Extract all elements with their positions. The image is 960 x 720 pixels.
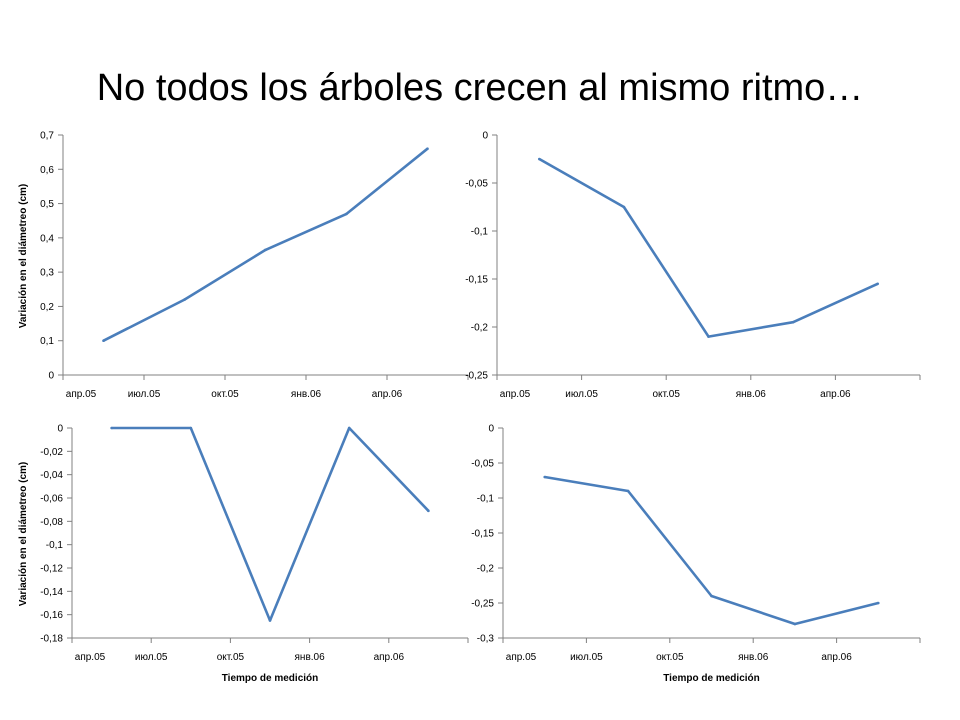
chart-4: 0 -0,05 -0,1 -0,15 -0,2 -0,25 -0,3 апр.05 июл.05…	[471, 424, 921, 684]
x-tick-label: апр.06	[820, 389, 851, 400]
y-axis-label: Variación en el diámetreo (cm)	[18, 462, 29, 607]
data-point	[543, 475, 546, 479]
series-line	[538, 157, 879, 338]
x-axis-label: Tiempo de medición	[222, 673, 319, 684]
y-axis-label: Variación en el diámetreo (cm)	[18, 184, 29, 329]
y-tick-label: -0,1	[477, 494, 495, 505]
y-tick-label: -0,2	[471, 323, 489, 334]
y-tick-label: 0,4	[40, 233, 54, 244]
x-tick-label: апр.05	[506, 652, 537, 663]
x-tick-label: апр.05	[500, 389, 531, 400]
y-tick-label: 0,1	[40, 336, 54, 347]
x-tick-label: окт.05	[217, 652, 245, 663]
series-line	[102, 147, 429, 342]
data-point	[110, 426, 113, 430]
data-point	[710, 594, 713, 598]
data-point	[264, 248, 267, 252]
x-axis-label: Tiempo de medición	[663, 673, 760, 684]
y-tick-label: -0,05	[471, 459, 494, 470]
x-tick-label: июл.05	[135, 652, 168, 663]
data-point	[877, 601, 880, 605]
y-tick-label: -0,12	[40, 564, 63, 575]
y-tick-label: -0,18	[40, 634, 63, 645]
data-point	[427, 509, 430, 513]
data-point	[626, 489, 630, 493]
x-tick-label: окт.05	[656, 652, 684, 663]
y-tick-label: 0,3	[40, 268, 54, 279]
y-tick-label: -0,25	[465, 371, 488, 382]
x-tick-label: апр.06	[821, 652, 852, 663]
y-tick-label: -0,04	[40, 470, 63, 481]
data-point	[793, 622, 797, 626]
x-tick-label: июл.05	[565, 389, 598, 400]
data-point	[791, 320, 795, 324]
y-tick-label: 0,6	[40, 165, 54, 176]
data-point	[426, 147, 429, 151]
series-line	[111, 426, 430, 622]
data-point	[268, 619, 272, 622]
data-point	[189, 426, 193, 430]
y-tick-label: -0,1	[46, 540, 64, 551]
data-point	[622, 205, 626, 209]
series-line	[544, 475, 879, 626]
data-point	[538, 157, 541, 161]
y-tick-label: -0,1	[471, 227, 489, 238]
y-tick-label: -0,06	[40, 494, 63, 505]
data-point	[102, 339, 105, 343]
y-tick-label: 0	[57, 424, 63, 435]
y-tick-label: -0,08	[40, 517, 63, 528]
y-tick-label: 0	[482, 131, 488, 142]
data-point	[183, 298, 186, 301]
y-tick-label: -0,14	[40, 587, 63, 598]
y-tick-label: -0,16	[40, 610, 63, 621]
x-tick-label: июл.05	[128, 389, 161, 400]
y-tick-label: 0	[488, 424, 494, 435]
y-tick-label: -0,25	[471, 599, 494, 610]
data-point	[707, 335, 710, 338]
y-tick-label: 0	[48, 371, 54, 382]
x-tick-label: апр.05	[66, 389, 97, 400]
y-tick-label: -0,2	[477, 564, 495, 575]
chart-2: 0 -0,05 -0,1 -0,15 -0,2 -0,25 апр.05 июл.05 окт.…	[465, 131, 921, 400]
y-tick-label: 0,2	[40, 302, 54, 313]
y-tick-label: -0,05	[465, 179, 488, 190]
x-tick-label: апр.06	[374, 652, 405, 663]
x-tick-label: янв.06	[295, 652, 326, 663]
data-point	[347, 426, 351, 430]
x-tick-label: июл.05	[570, 652, 603, 663]
x-tick-label: апр.05	[75, 652, 106, 663]
slide-title: No todos los árboles crecen al mismo rit…	[96, 67, 864, 109]
y-tick-label: -0,02	[40, 447, 63, 458]
chart-3: 0 -0,02 -0,04 -0,06 -0,08 -0,1 -0,12 -0,14 -0,16…	[18, 424, 469, 684]
x-tick-label: янв.06	[736, 389, 767, 400]
x-tick-label: апр.06	[372, 389, 403, 400]
y-tick-label: 0,7	[40, 131, 54, 142]
y-tick-label: 0,5	[40, 199, 54, 210]
y-tick-label: -0,3	[477, 634, 495, 645]
x-tick-label: окт.05	[652, 389, 680, 400]
x-tick-label: окт.05	[211, 389, 239, 400]
y-tick-label: -0,15	[465, 275, 488, 286]
x-tick-label: янв.06	[291, 389, 322, 400]
data-point	[345, 212, 348, 216]
x-tick-label: янв.06	[738, 652, 769, 663]
chart-1: 0 0,1 0,2 0,3 0,4 0,5 0,6 0,7 апр.05 июл.05 окт.05…	[18, 131, 469, 400]
y-tick-label: -0,15	[471, 529, 494, 540]
data-point	[876, 282, 879, 286]
